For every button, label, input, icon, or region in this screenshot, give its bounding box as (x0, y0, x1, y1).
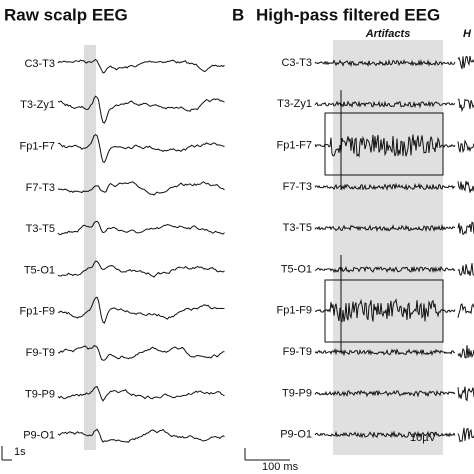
eeg-trace (314, 430, 456, 439)
channel-label: F9-T9 (26, 347, 55, 359)
eeg-trace (57, 428, 225, 443)
eeg-trace (457, 427, 474, 443)
channel-label: T5-O1 (281, 263, 312, 275)
eeg-trace (314, 100, 456, 109)
channel-label: F9-T9 (283, 346, 312, 358)
eeg-trace (457, 180, 474, 193)
eeg-trace (457, 386, 474, 402)
eeg-trace (314, 347, 456, 357)
traces (57, 55, 474, 443)
eeg-trace (57, 260, 225, 278)
panel-title: High-pass filtered EEG (256, 5, 440, 24)
eeg-trace (457, 55, 474, 70)
channel-label: T3-T5 (283, 222, 312, 234)
channel-label: P9-O1 (23, 430, 55, 442)
eeg-trace (314, 389, 456, 398)
scale-label: 1s (14, 446, 26, 458)
eeg-trace (314, 58, 456, 68)
eeg-trace (457, 303, 474, 318)
channel-label: T3-Zy1 (20, 99, 55, 111)
channel-label: F7-T3 (26, 182, 55, 194)
eeg-trace (57, 58, 225, 74)
channel-label: T3-Zy1 (277, 98, 312, 110)
eeg-trace (457, 221, 474, 236)
channel-label: C3-T3 (24, 58, 55, 70)
channel-label: T3-T5 (26, 223, 55, 235)
channel-label: C3-T3 (281, 57, 312, 69)
artifact-region (333, 40, 443, 455)
panel-letter: B (232, 5, 244, 24)
eeg-trace (57, 181, 225, 196)
channel-label: Fp1-F7 (20, 141, 55, 153)
channel-label: Fp1-F9 (277, 305, 312, 317)
eeg-trace (457, 139, 474, 154)
panel-title: Raw scalp EEG (4, 5, 128, 24)
eeg-trace (457, 98, 474, 113)
eeg-trace (57, 296, 225, 324)
eeg-trace (57, 220, 225, 236)
eeg-trace (57, 133, 225, 163)
box (324, 279, 444, 343)
eeg-trace (457, 345, 474, 359)
eeg-trace (57, 385, 225, 402)
scale-label: 10µV (410, 432, 437, 444)
channel-label: T9-P9 (282, 387, 312, 399)
highlight-band (84, 45, 96, 450)
region-label: Artifacts (365, 28, 411, 40)
channel-label: T9-P9 (25, 388, 55, 400)
eeg-trace (314, 298, 456, 323)
channel-label: P9-O1 (280, 429, 312, 441)
eeg-trace (314, 182, 456, 191)
eeg-trace (314, 134, 456, 158)
channel-label: Fp1-F7 (277, 140, 312, 152)
cut-label: H (463, 28, 472, 40)
channel-label: F7-T3 (283, 181, 312, 193)
channel-label: Fp1-F9 (20, 306, 55, 318)
channel-label: T5-O1 (24, 264, 55, 276)
eeg-trace (57, 345, 225, 361)
scale-label: 100 ms (262, 461, 299, 473)
eeg-trace (57, 95, 225, 124)
box (324, 112, 444, 176)
eeg-trace (314, 223, 456, 233)
eeg-trace (457, 263, 474, 276)
eeg-trace (314, 265, 456, 274)
